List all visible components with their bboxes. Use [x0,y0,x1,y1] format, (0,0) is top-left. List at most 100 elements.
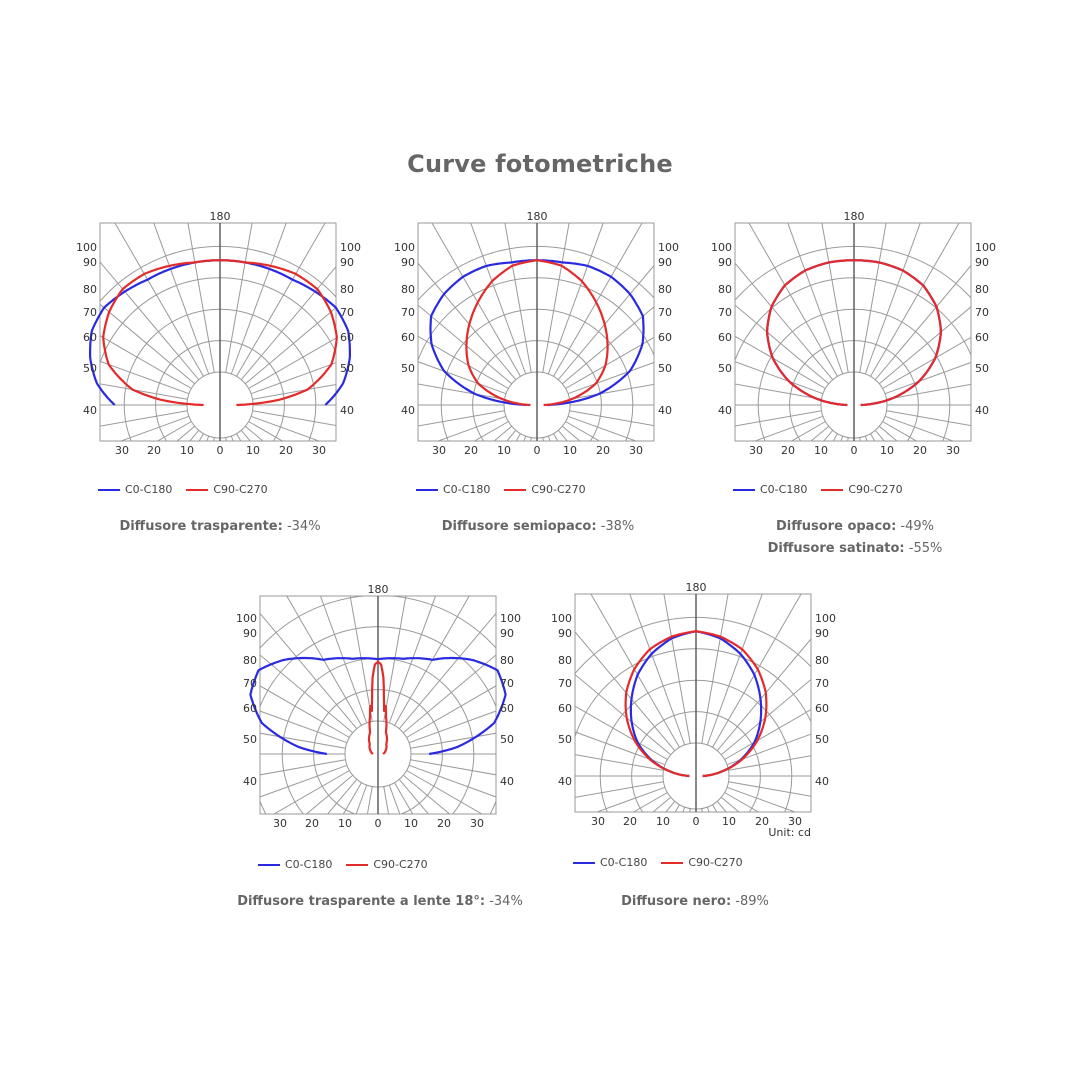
grid-spoke [886,383,971,400]
intensity-tick: 30 [115,444,129,457]
grid-spoke [682,806,686,812]
grid-spoke [590,594,680,748]
grid-spoke [383,596,407,722]
intensity-tick: 30 [273,817,287,830]
grid-spoke [553,223,643,377]
angle-label-left: 90 [243,627,257,640]
intensity-tick: 0 [851,444,858,457]
angle-label-right: 60 [658,331,672,344]
grid-spoke [286,596,362,726]
legend-item-c0: C0-C180 [573,856,647,869]
legend-label: C0-C180 [285,858,333,871]
grid-spoke [100,360,190,395]
grid-spoke [100,303,196,385]
intensity-tick: 0 [375,817,382,830]
caption-value: -38% [596,519,635,534]
grid-spoke [575,754,664,771]
intensity-tick: 20 [279,444,293,457]
caption-label: Diffusore semiopaco: [441,519,597,534]
grid-spoke [748,223,838,377]
chart-legend: C0-C180 C90-C270 [416,483,600,496]
caption-label: Diffusore trasparente a lente 18°: [237,894,486,909]
caption-label: Diffusore satinato: [767,541,905,556]
angle-label-right: 80 [975,283,989,296]
grid-spoke [878,306,971,385]
legend-item-c0: C0-C180 [98,483,172,496]
grid-spoke [410,732,496,749]
legend-swatch [416,489,438,491]
legend-label: C0-C180 [760,483,808,496]
legend-swatch [661,862,684,864]
polar-chart-semiopaco: 180 100 100 90 90 80 80 70 70 60 60 50 50 40 40 30 20 10 0… [388,205,688,565]
grid-spoke [735,304,830,385]
chart-caption: Diffusore trasparente a lente 18°: -34% [230,894,530,909]
grid-spoke [753,415,824,441]
angle-label-left: 90 [83,256,97,269]
legend-swatch [573,862,595,864]
angle-label-left: 100 [711,241,732,254]
intensity-tick: 30 [591,815,605,828]
angle-label-left: 90 [558,627,572,640]
caption-label: Diffusore trasparente: [119,519,283,534]
legend-swatch [346,864,369,866]
grid-spoke [406,770,483,814]
angle-label-left: 70 [83,306,97,319]
grid-spoke [663,594,691,744]
grid-spoke [726,733,811,766]
grid-spoke [260,759,346,776]
grid-spoke [388,596,437,724]
intensity-tick: 10 [656,815,670,828]
angle-label-right: 80 [815,654,829,667]
grid-spoke [567,415,638,441]
grid-spoke [252,410,336,426]
grid-spoke [575,631,676,752]
grid-spoke [735,335,826,389]
grid-spoke [569,410,654,427]
angle-label-left: 80 [83,283,97,296]
angle-label-right: 100 [815,612,836,625]
legend-label: C90-C270 [531,483,586,496]
grid-spoke [735,262,834,381]
grid-spoke [114,223,204,377]
chart-legend: C0-C180 C90-C270 [573,856,757,869]
legend-swatch [733,489,755,491]
grid-spoke [735,361,824,395]
angle-label-right: 50 [658,362,672,375]
grid-spoke [260,710,348,744]
grid-spoke [187,223,215,373]
chart-caption: Diffusore semiopaco: -38% [388,519,688,534]
legend-swatch [821,489,844,491]
grid-spoke [418,335,509,389]
grid-spoke [595,786,666,812]
grid-spoke [260,612,358,730]
grid-spoke [225,223,253,373]
legend-swatch [504,489,527,491]
grid-spoke [726,786,797,812]
grid-spoke [886,410,971,427]
page-title: Curve fotometriche [407,150,673,178]
grid-spoke [431,223,521,377]
angle-label-right: 50 [340,362,354,375]
grid-spoke [575,673,672,756]
legend-label: C90-C270 [373,858,428,871]
angle-label-left: 50 [558,733,572,746]
curve-c90 [102,259,338,407]
grid-spoke [728,781,811,797]
angle-label-left: 100 [394,241,415,254]
angle-label-right: 70 [500,677,514,690]
grid-spoke [260,764,348,798]
grid-spoke [398,612,496,730]
intensity-tick: 20 [755,815,769,828]
intensity-tick: 10 [180,444,194,457]
legend-label: C90-C270 [688,856,743,869]
curve-c90 [465,259,609,407]
legend-label: C0-C180 [600,856,648,869]
angle-label-left: 80 [558,654,572,667]
grid-spoke [319,596,368,724]
intensity-tick: 30 [946,444,960,457]
grid-spoke [248,337,336,389]
grid-spoke [735,410,822,427]
top-angle-label: 180 [844,210,865,223]
